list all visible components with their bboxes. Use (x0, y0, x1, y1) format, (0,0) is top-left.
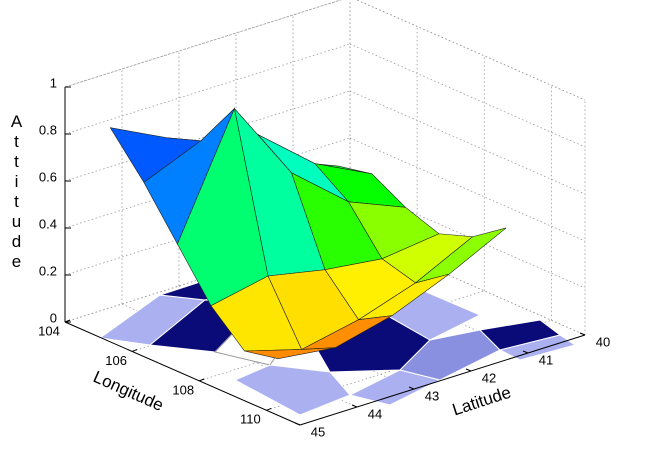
y-tick (465, 368, 472, 372)
y-axis-label: Latitude (450, 383, 513, 420)
x-tick (266, 407, 272, 411)
map-region (498, 334, 577, 361)
x-axis (64, 321, 301, 426)
z-tick-label: 0.6 (39, 169, 57, 184)
y-tick-label: 41 (539, 352, 553, 367)
map-region (233, 364, 351, 416)
y-tick (294, 422, 301, 426)
x-tick (131, 348, 138, 352)
z-tick-label: 0.4 (39, 216, 57, 231)
y-tick (351, 404, 358, 408)
box-edge (355, 0, 586, 101)
grid-line (349, 137, 586, 242)
z-tick-label: 0.8 (39, 122, 57, 137)
x-tick (199, 378, 205, 382)
y-axis (299, 334, 586, 426)
y-tick-label: 44 (368, 406, 382, 421)
y-tick (408, 386, 415, 390)
x-tick-label: 110 (240, 412, 261, 427)
z-axis-label: Attitude (7, 112, 26, 272)
z-tick-label: 0.2 (39, 263, 57, 278)
surface-patch (244, 347, 336, 359)
grid-line (349, 90, 586, 195)
z-tick-label: 0 (50, 310, 57, 325)
x-tick-label: 104 (38, 323, 60, 338)
grid-line (349, 231, 586, 336)
surface (109, 107, 507, 359)
x-axis-label: Longitude (90, 367, 166, 415)
y-tick-label: 40 (596, 334, 610, 349)
axes (64, 86, 586, 426)
y-tick-label: 43 (425, 388, 439, 403)
grid-line (64, 43, 351, 135)
box-edge (64, 0, 342, 88)
y-tick (579, 332, 586, 336)
tick-labels: 0 0.2 0.4 0.6 0.8 1 104 106 108 110 40 41 42 43 44 45 (38, 75, 610, 439)
grid-line (355, 0, 586, 101)
grid-line (64, 0, 342, 88)
x-tick (64, 319, 71, 323)
z-tick-label: 1 (50, 75, 57, 90)
x-tick-label: 108 (172, 382, 194, 397)
y-tick-label: 45 (311, 424, 325, 439)
y-tick-label: 42 (482, 370, 496, 385)
y-tick (522, 350, 529, 354)
x-tick-label: 106 (105, 353, 127, 368)
grid-line (349, 43, 586, 148)
